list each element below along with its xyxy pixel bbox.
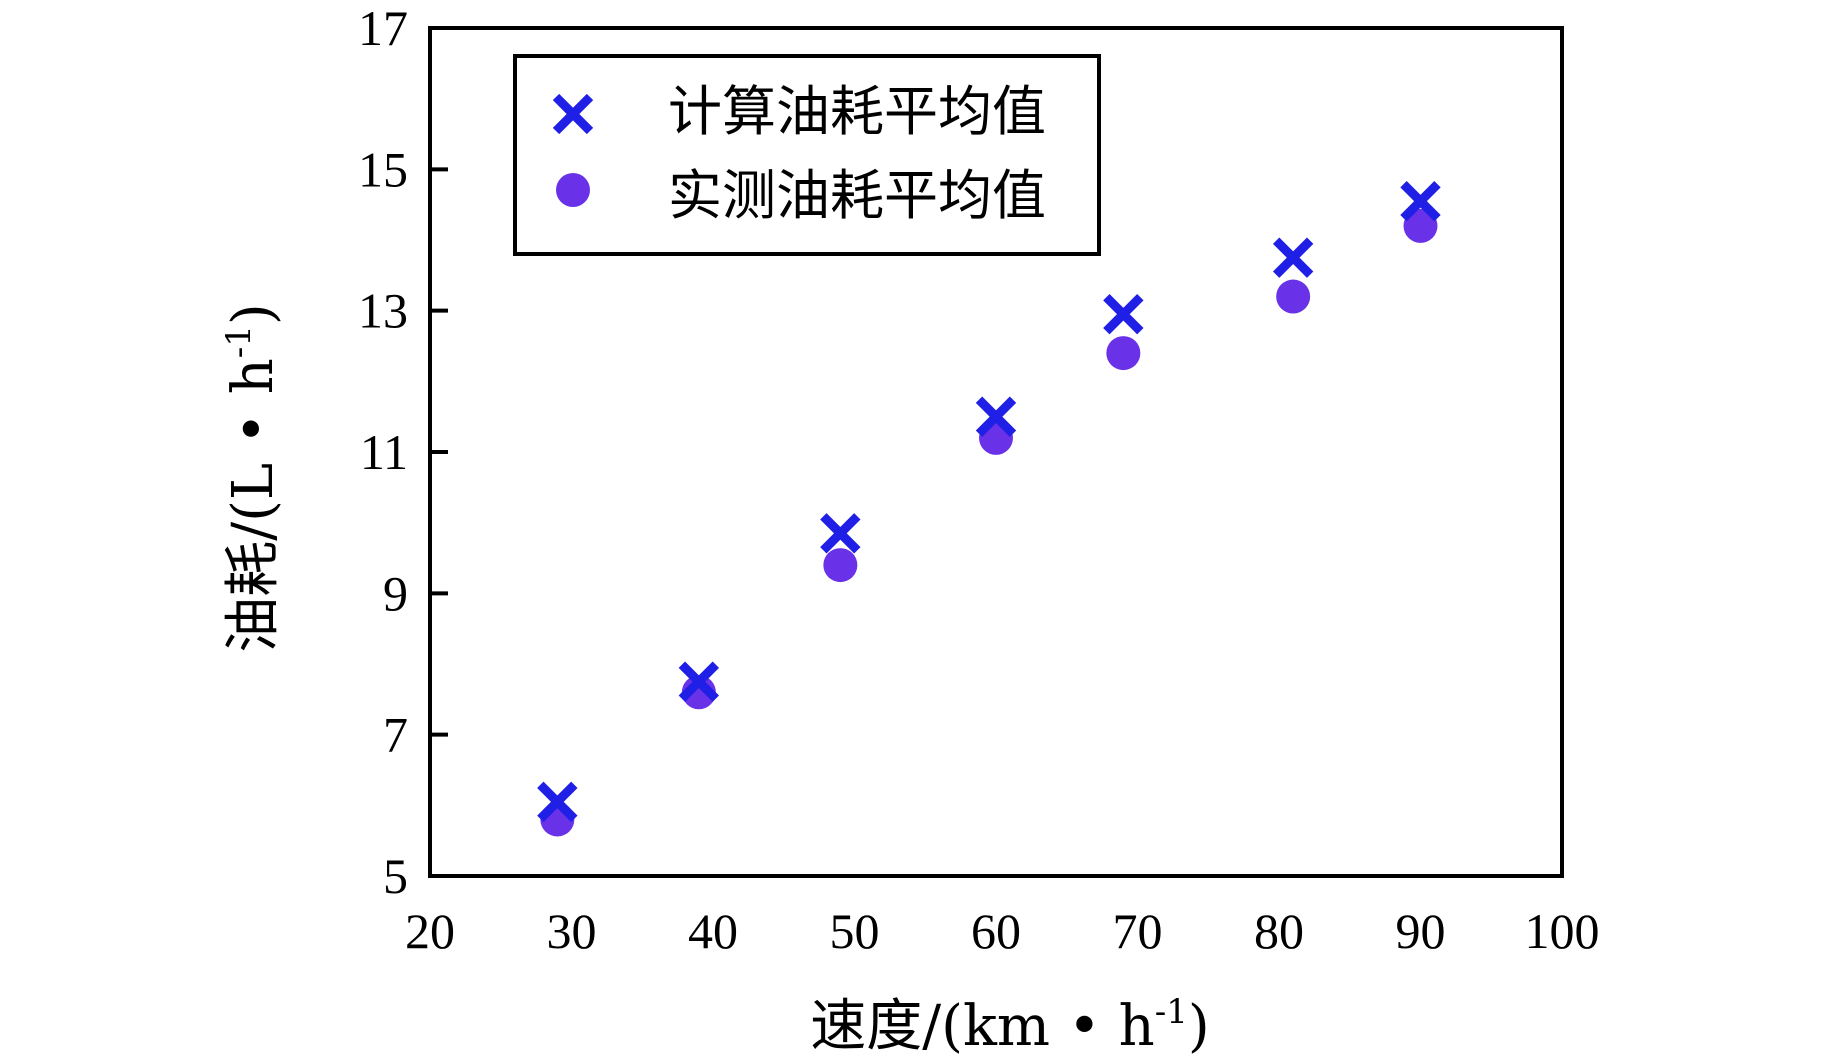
data-point-calculated-stroke-b [1400,180,1441,222]
x-tick-label: 40 [688,903,738,959]
x-tick-label: 60 [971,903,1021,959]
legend-box [513,54,1101,256]
data-point-calculated [820,513,861,554]
x-axis-title-close: ) [1188,994,1210,1059]
data-point-measured [1276,279,1311,314]
data-point-calculated-stroke-b [678,661,720,702]
x-tick-label: 80 [1254,903,1304,959]
y-tick-label: 9 [383,565,408,621]
legend-marker-circle [556,173,590,207]
legend-label-calculated: 计算油耗平均值 [668,80,1046,143]
legend-x-marker-stroke-b [552,93,594,135]
y-tick-label: 15 [358,141,408,197]
legend-x-marker [552,93,594,135]
x-tick-label: 30 [547,903,597,959]
data-point-calculated [975,396,1017,437]
y-tick-label: 11 [360,424,408,480]
data-point-measured [823,548,858,583]
data-point-calculated [678,661,720,702]
data-point-measured [681,675,716,710]
legend-marker-x [552,93,594,135]
x-tick-label: 20 [405,903,455,959]
x-tick-label: 50 [830,903,880,959]
y-tick-label: 13 [358,283,408,339]
data-point-calculated [1400,180,1441,222]
y-axis-title-main: 油耗/(L • h [221,358,286,653]
x-axis-title-main: 速度/(km • h [810,994,1154,1059]
data-point-calculated-stroke-b [820,513,861,554]
x-tick-label: 70 [1113,903,1163,959]
y-axis-title-close: ) [221,303,286,325]
data-point-measured [1403,208,1438,243]
marks-layer [537,180,1441,837]
data-point-calculated-stroke-b [1103,294,1144,335]
plot-layer: 5 7 9 11 13 15 17 20 30 40 50 60 70 80 90 100 [358,0,1600,959]
y-axis-title-sup: -1 [219,325,259,358]
x-axis-title-sup: -1 [1155,992,1188,1032]
data-point-measured [1106,336,1141,371]
y-tick-label: 5 [383,848,408,904]
data-point-calculated-stroke-b [975,396,1017,437]
x-tick-label: 100 [1525,903,1600,959]
data-point-calculated-stroke-b [1272,237,1314,278]
legend-circle-marker [556,173,590,207]
y-tick-label: 17 [358,0,408,56]
data-point-calculated [537,781,578,822]
data-point-calculated-stroke-b [537,781,578,822]
data-point-calculated [1103,294,1144,335]
x-axis-title: 速度/(km • h-1) [810,992,1209,1059]
legend-label-measured: 实测油耗平均值 [668,164,1046,227]
y-axis-title: 油耗/(L • h-1) [219,303,286,653]
legend: 计算油耗平均值 实测油耗平均值 [513,54,1101,256]
y-tick-label: 7 [383,707,408,763]
data-point-calculated [1272,237,1314,278]
x-tick-label: 90 [1396,903,1446,959]
